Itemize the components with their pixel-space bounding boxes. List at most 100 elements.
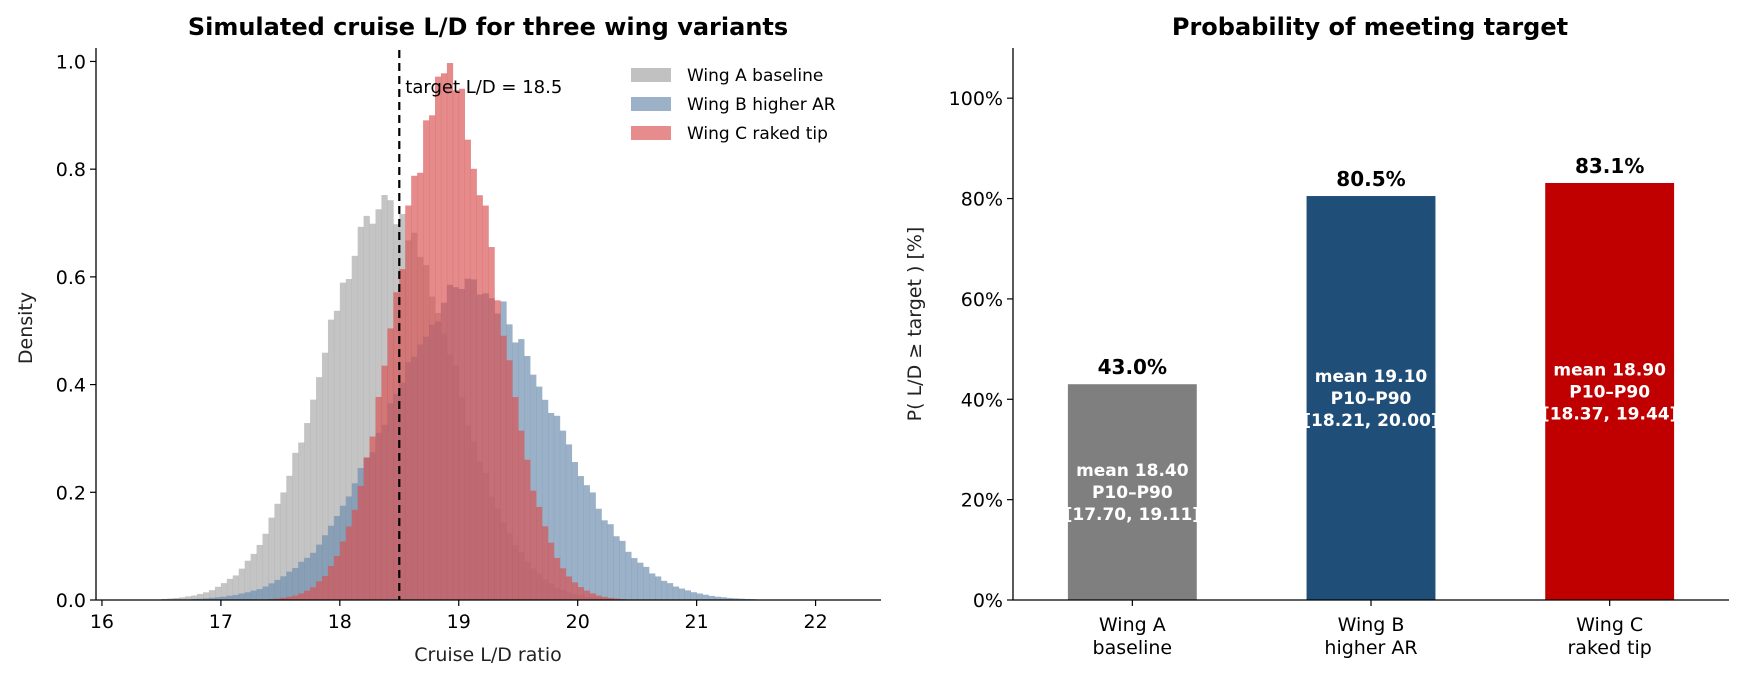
histogram-bin — [559, 568, 567, 600]
histogram-bin — [595, 508, 602, 600]
histogram-bin — [702, 594, 709, 600]
histogram-bin — [298, 561, 305, 600]
histogram-bin — [274, 503, 281, 600]
histogram-bin — [393, 292, 400, 600]
histogram-bin — [286, 475, 293, 600]
histogram-bin — [553, 557, 561, 600]
y-tick-label: 100% — [949, 88, 1003, 110]
histogram-bin — [423, 120, 430, 600]
histogram-bin — [208, 590, 216, 600]
histogram-bin — [292, 567, 299, 600]
histogram-bin — [351, 255, 358, 600]
bar-1 — [1067, 384, 1197, 600]
x-tick-label: 18 — [328, 611, 352, 633]
histogram-bin — [684, 590, 691, 600]
histogram-bin — [226, 578, 234, 600]
bar-inner-label: [17.70, 19.11] — [1065, 505, 1200, 525]
histogram-bin — [738, 598, 745, 600]
histogram-bin — [613, 598, 620, 600]
histogram-bin — [375, 396, 382, 600]
histogram-bin — [696, 593, 703, 600]
histogram-bin — [571, 462, 579, 600]
histogram-bin — [559, 430, 567, 600]
bar-inner-label: [18.37, 19.44] — [1542, 404, 1677, 424]
histogram-bin — [191, 595, 198, 600]
bar-value-label: 80.5% — [1336, 167, 1405, 191]
x-tick-label: 20 — [566, 611, 590, 633]
bar-inner-label: P10–P90 — [1331, 389, 1412, 409]
histogram-bin — [637, 562, 644, 600]
histogram-bin — [304, 557, 311, 600]
y-tick-label: 0.8 — [56, 159, 86, 181]
histogram-bin — [286, 596, 293, 600]
histogram-bin — [232, 575, 240, 600]
bar-value-label: 43.0% — [1098, 355, 1167, 379]
histogram-bin — [440, 73, 448, 600]
histogram-bars — [161, 62, 757, 601]
histogram-bin — [208, 597, 216, 600]
histogram-bin — [173, 598, 180, 600]
histogram-bin — [310, 552, 317, 600]
histogram-bin — [220, 596, 228, 600]
category-sublabel: higher AR — [1324, 637, 1417, 659]
histogram-legend: Wing A baseline Wing B higher AR Wing C … — [631, 66, 836, 144]
histogram-bin — [411, 175, 418, 600]
histogram-bin — [542, 526, 549, 600]
y-tick-label: 1.0 — [56, 51, 86, 73]
bar-value-label: 83.1% — [1575, 154, 1644, 178]
histogram-bin — [601, 520, 608, 600]
histogram-bin — [613, 536, 620, 600]
histogram-bin — [268, 583, 275, 600]
histogram-bin — [672, 586, 680, 600]
histogram-bin — [500, 335, 507, 600]
histogram-bin — [256, 589, 263, 600]
histogram-series-3 — [268, 62, 626, 601]
y-tick-label: 0.2 — [56, 482, 86, 504]
histogram-bin — [542, 399, 549, 600]
histogram-bin — [429, 115, 436, 600]
histogram-bin — [708, 595, 715, 600]
histogram-bin — [167, 598, 174, 600]
histogram-bin — [434, 76, 442, 601]
y-tick-label: 60% — [961, 289, 1003, 311]
histogram-bin — [310, 587, 317, 600]
bar-y-ticks: 0% 20% 40% 60% 80% 100% — [949, 88, 1013, 612]
histogram-bin — [690, 592, 697, 600]
histogram-bin — [304, 423, 311, 600]
histogram-bin — [280, 597, 287, 600]
histogram-title: Simulated cruise L/D for three wing vari… — [188, 13, 788, 41]
histogram-bin — [214, 586, 222, 600]
histogram-bin — [268, 517, 275, 600]
histogram-bin — [607, 597, 614, 600]
histogram-bin — [571, 582, 579, 600]
x-tick-label: 17 — [209, 611, 233, 633]
target-annotation: target L/D = 18.5 — [405, 77, 562, 98]
histogram-bin — [649, 573, 656, 600]
histogram-bin — [583, 485, 590, 600]
histogram-bin — [417, 172, 424, 601]
histogram-bin — [488, 247, 495, 601]
histogram-bin — [512, 397, 519, 600]
histogram-bin — [292, 595, 299, 600]
histogram-bin — [607, 524, 614, 600]
histogram-bin — [565, 576, 573, 600]
histogram-bin — [536, 506, 543, 600]
category-label: Wing C — [1576, 614, 1643, 636]
histogram-bin — [655, 576, 662, 600]
category-label: Wing B — [1338, 614, 1405, 636]
y-tick-label: 0.4 — [56, 375, 86, 397]
bar-chart: Probability of meeting target 43.0% mean … — [904, 13, 1729, 659]
histogram-bin — [250, 590, 257, 600]
histogram-x-ticks: 16 17 18 19 20 21 22 — [90, 600, 828, 633]
y-tick-label: 0.0 — [56, 590, 86, 612]
histogram-bin — [321, 575, 329, 600]
bar-3 — [1545, 182, 1675, 601]
histogram-bin — [369, 436, 376, 600]
histogram-bin — [197, 593, 204, 600]
histogram-bin — [405, 205, 412, 601]
histogram-bin — [250, 553, 257, 600]
histogram-bin — [321, 352, 329, 600]
histogram-bin — [547, 412, 555, 600]
